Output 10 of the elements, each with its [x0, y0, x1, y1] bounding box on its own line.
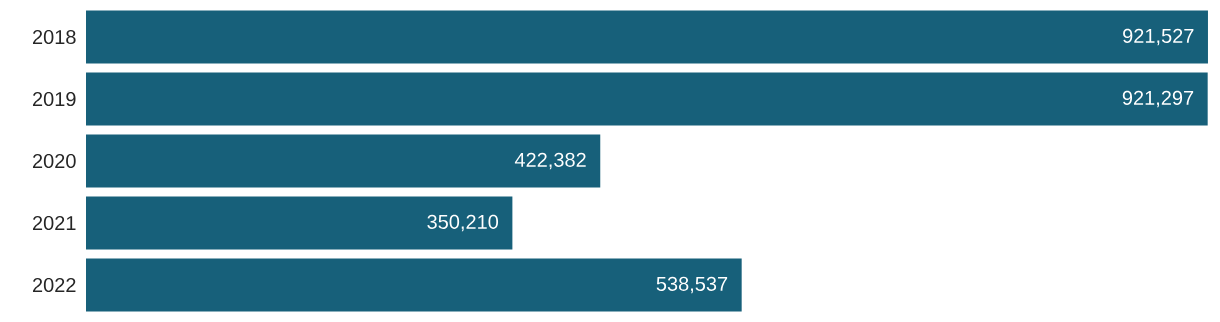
- data-label: 538,537: [656, 276, 728, 294]
- data-label: 921,297: [1122, 90, 1194, 108]
- y-tick-label: 2020: [32, 153, 76, 169]
- y-tick-label: 2019: [32, 91, 76, 107]
- y-tick-label: 2021: [32, 215, 76, 231]
- data-label: 921,527: [1123, 28, 1194, 46]
- data-label: 350,210: [427, 214, 499, 232]
- y-tick-label: 2018: [32, 29, 76, 45]
- data-label: 422,382: [514, 152, 586, 170]
- y-tick-label: 2022: [32, 277, 76, 293]
